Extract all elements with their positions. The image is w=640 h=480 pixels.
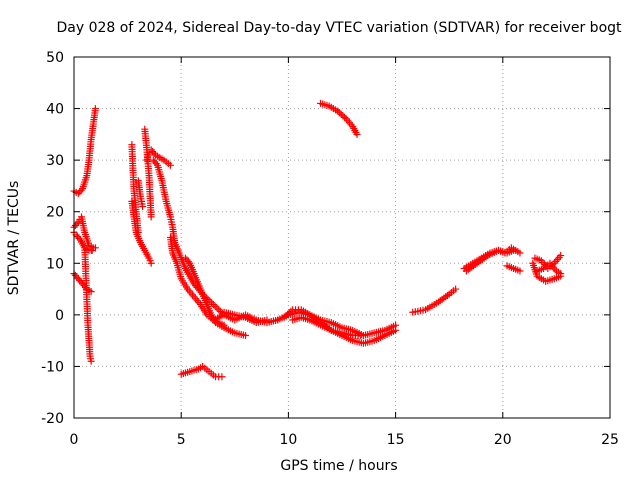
chart-title: Day 028 of 2024, Sidereal Day-to-day VTE… [56, 20, 622, 36]
data-point [452, 285, 460, 293]
data-point [218, 373, 226, 381]
data-point [88, 246, 96, 254]
x-tick-label: 15 [387, 432, 405, 448]
data-point [359, 331, 367, 339]
data-point [285, 309, 293, 317]
series-arc-13 [181, 254, 250, 339]
y-tick-label: 20 [46, 205, 64, 221]
data-point [392, 326, 400, 334]
data-point [280, 313, 288, 321]
data-point [91, 105, 99, 113]
data-point [516, 267, 524, 275]
data-point [77, 186, 85, 194]
series-arc-20 [317, 99, 361, 138]
data-point [510, 246, 518, 254]
y-tick-label: -10 [41, 359, 64, 375]
y-tick-label: 40 [46, 102, 64, 118]
data-point [213, 304, 221, 312]
plot-frame [73, 56, 611, 419]
series-arc-21 [409, 285, 460, 316]
x-tick-label: 20 [494, 432, 512, 448]
x-axis-label: GPS time / hours [280, 458, 397, 474]
data-point [75, 234, 83, 242]
data-point [211, 302, 219, 310]
data-points [70, 99, 565, 381]
data-point [284, 310, 292, 318]
data-point [242, 331, 250, 339]
x-tick-label: 10 [279, 432, 297, 448]
series-arc-5 [81, 244, 95, 365]
data-point [184, 258, 192, 266]
data-point [287, 307, 295, 315]
data-point [557, 270, 565, 278]
data-point [516, 249, 524, 257]
series-arc-27 [533, 259, 565, 278]
series-arc-1 [70, 105, 99, 198]
data-point [353, 130, 361, 138]
series-arc-8 [134, 177, 147, 211]
data-point [557, 252, 565, 260]
y-tick-label: 30 [46, 153, 64, 169]
data-point [339, 112, 347, 120]
y-tick-label: -20 [41, 411, 64, 427]
data-point [73, 220, 81, 228]
y-tick-label: 50 [46, 50, 64, 66]
series-arc-23 [462, 246, 518, 275]
data-point [150, 149, 158, 157]
data-point [282, 312, 290, 320]
data-point [217, 307, 225, 315]
series-arc-14 [177, 362, 226, 381]
series-arc-7 [128, 197, 155, 267]
y-tick-label: 10 [46, 256, 64, 272]
x-tick-label: 25 [601, 432, 619, 448]
y-tick-label: 0 [55, 308, 64, 324]
data-point [87, 357, 95, 365]
data-point [337, 110, 345, 118]
data-point [335, 109, 343, 117]
data-point [334, 107, 342, 115]
data-point [87, 288, 95, 296]
data-point [147, 213, 155, 221]
axis-ticks: 0 5 10 15 20 25 -20 -10 0 10 20 30 40 50 [41, 50, 619, 448]
y-axis-label: SDTVAR / TECUs [6, 181, 22, 296]
x-tick-label: 0 [70, 432, 79, 448]
x-tick-label: 5 [177, 432, 186, 448]
series-arc-19 [289, 313, 367, 339]
data-point [341, 113, 349, 121]
data-point [166, 161, 174, 169]
data-point [147, 259, 155, 267]
series-arc-24 [503, 262, 524, 275]
data-point [139, 203, 147, 211]
data-point [152, 160, 160, 168]
series-arc-10 [143, 146, 174, 169]
grid-lines [74, 57, 610, 418]
series-arc-16 [209, 311, 282, 327]
